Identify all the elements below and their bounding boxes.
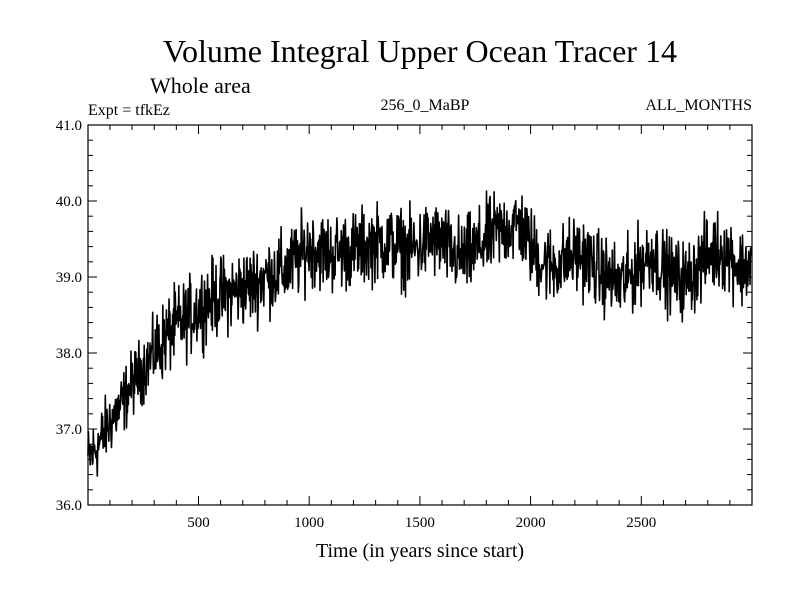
y-tick-label: 41.0: [56, 118, 82, 134]
x-tick-label: 1500: [405, 515, 435, 531]
y-tick-label: 39.0: [56, 270, 82, 286]
y-tick-label: 37.0: [56, 422, 82, 438]
x-axis-label: Time (in years since start): [316, 540, 524, 562]
period-label: 256_0_MaBP: [381, 97, 470, 114]
y-tick-label: 38.0: [56, 346, 82, 362]
series-line: [87, 190, 753, 477]
experiment-label: Expt = tfkEz: [88, 102, 170, 119]
chart-title: Volume Integral Upper Ocean Tracer 14: [163, 33, 677, 69]
x-tick-label: 2500: [626, 515, 656, 531]
plot-area: 500 1000 1500 2000 2500 36.0 37.0 38.0 39.0 40.0 4…: [56, 118, 753, 531]
x-tick-label: 1000: [294, 515, 324, 531]
y-tick-label: 40.0: [56, 194, 82, 210]
y-tick-label: 36.0: [56, 498, 82, 514]
x-tick-label: 500: [187, 515, 210, 531]
chart-subtitle: Whole area: [150, 73, 251, 98]
x-tick-label: 2000: [516, 515, 546, 531]
months-label: ALL_MONTHS: [645, 97, 752, 114]
